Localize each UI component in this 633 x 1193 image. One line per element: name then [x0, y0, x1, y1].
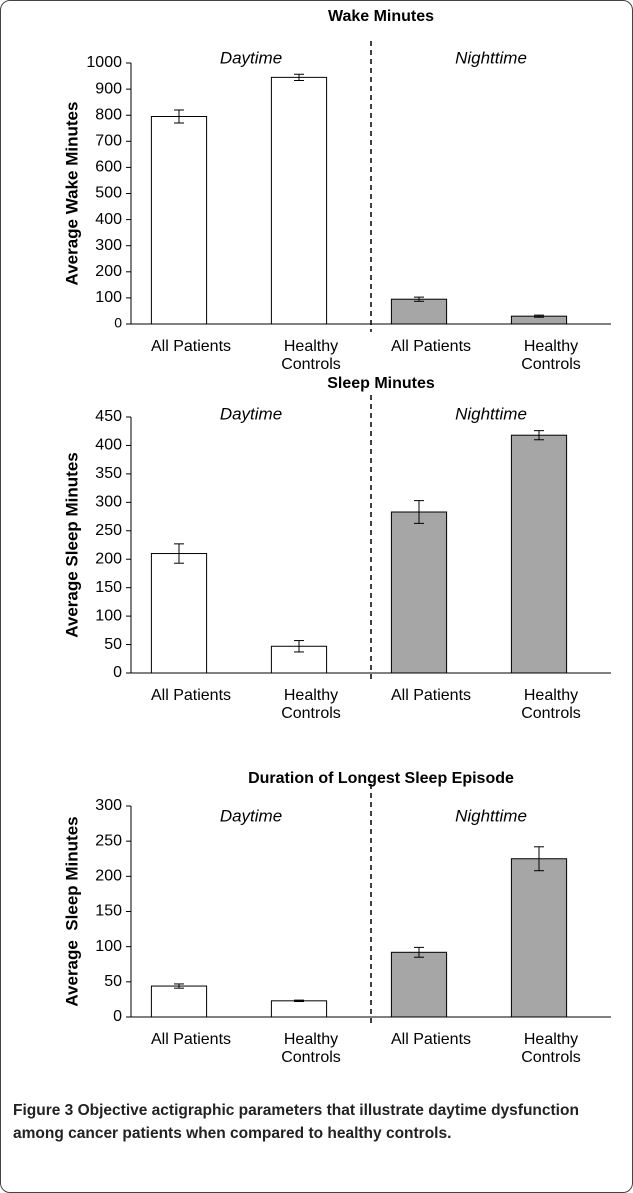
y-tick-label: 100 — [95, 289, 122, 306]
y-axis-label: Average Sleep Minutes — [62, 452, 81, 638]
x-tick-label: Healthy Controls — [281, 1031, 341, 1066]
error-bar — [174, 109, 184, 124]
bar — [390, 951, 448, 1018]
charts: Wake Minutes Average Wake Minutes 0 100 200 3… — [62, 8, 611, 1066]
y-tick-label: 0 — [114, 315, 122, 331]
x-tick-box: All Patients — [150, 1031, 232, 1048]
x-tick-label: Healthy Controls — [281, 338, 341, 373]
x-tick-box: All Patients — [390, 687, 472, 704]
y-tick-label: 600 — [95, 159, 122, 176]
y-tick-label: 50 — [104, 973, 122, 990]
group-label: Nighttime — [455, 48, 527, 67]
error-bar — [534, 430, 544, 441]
chart-title: Wake Minutes — [328, 8, 434, 25]
x-tick-box: Healthy Controls — [281, 338, 341, 373]
x-tick-label: Healthy Controls — [521, 687, 581, 722]
bar — [270, 76, 328, 325]
x-tick-label: All Patients — [150, 687, 232, 704]
bar — [390, 298, 448, 325]
y-tick-label: 400 — [95, 437, 122, 454]
error-bar — [294, 999, 304, 1003]
error-bar — [534, 314, 544, 318]
group-label: Daytime — [220, 48, 282, 67]
y-tick-label: 400 — [95, 211, 122, 228]
group-label: Nighttime — [455, 806, 527, 825]
y-tick-label: 200 — [95, 263, 122, 280]
caption: Figure 3 Objective actigraphic parameter… — [13, 1102, 579, 1142]
x-tick-box: Healthy Controls — [521, 687, 581, 722]
error-bar — [174, 543, 184, 564]
x-tick-box: Healthy Controls — [281, 1031, 341, 1066]
y-tick-label: 300 — [95, 797, 122, 814]
bar — [510, 858, 568, 1018]
y-tick-label: 100 — [95, 938, 122, 955]
error-bar — [534, 846, 544, 872]
y-tick-label: 100 — [95, 607, 122, 624]
bar — [150, 116, 208, 325]
y-tick-label: 200 — [95, 550, 122, 567]
group-label: Daytime — [220, 404, 282, 423]
x-tick-box: All Patients — [150, 338, 232, 355]
x-tick-box: Healthy Controls — [521, 1031, 581, 1066]
x-tick-label: Healthy Controls — [281, 687, 341, 722]
y-tick-label: 800 — [95, 106, 122, 123]
error-bar — [294, 73, 304, 81]
bar — [150, 553, 208, 674]
y-tick-label: 350 — [95, 465, 122, 482]
error-bar — [294, 640, 304, 653]
y-tick-label: 1000 — [86, 54, 122, 71]
group-label: Nighttime — [455, 404, 527, 423]
y-tick-label: 0 — [113, 664, 122, 681]
y-tick-label: 900 — [95, 80, 122, 97]
y-tick-label: 250 — [95, 522, 122, 539]
y-tick-label: 450 — [95, 408, 122, 425]
y-tick-label: 250 — [95, 832, 122, 849]
error-bar — [414, 296, 424, 302]
x-tick-box: All Patients — [390, 1031, 472, 1048]
chart-title: Duration of Longest Sleep Episode — [248, 770, 514, 787]
y-axis-label: Average Wake Minutes — [62, 102, 81, 286]
y-tick-label: 700 — [95, 133, 122, 150]
y-tick-label: 0 — [113, 1008, 122, 1025]
x-tick-label: All Patients — [390, 687, 472, 704]
x-tick-label: Healthy Controls — [521, 338, 581, 373]
bar — [270, 1000, 328, 1018]
x-tick-label: All Patients — [390, 338, 472, 355]
x-tick-box: All Patients — [150, 687, 232, 704]
x-tick-box: Healthy Controls — [281, 687, 341, 722]
group-label: Daytime — [220, 806, 282, 825]
y-tick-label: 200 — [95, 868, 122, 885]
bar — [390, 511, 448, 674]
error-bar — [414, 946, 424, 958]
y-tick-label: 150 — [95, 903, 122, 920]
x-tick-label: Healthy Controls — [521, 1031, 581, 1066]
x-tick-label: All Patients — [150, 1031, 232, 1048]
error-bar — [414, 500, 424, 524]
x-tick-label: All Patients — [150, 338, 232, 355]
bar — [150, 985, 208, 1018]
y-tick-label: 300 — [95, 494, 122, 511]
y-tick-label: 500 — [95, 185, 122, 202]
x-tick-box: Healthy Controls — [521, 338, 581, 373]
y-tick-label: 300 — [95, 237, 122, 254]
error-bar — [174, 983, 184, 989]
chart-title: Sleep Minutes — [327, 375, 435, 392]
y-tick-label: 150 — [95, 579, 122, 596]
y-axis-label: Average Sleep Minutes — [62, 816, 81, 1006]
y-tick-label: 50 — [104, 636, 122, 653]
bar — [510, 434, 568, 674]
x-tick-label: All Patients — [390, 1031, 472, 1048]
x-tick-box: All Patients — [390, 338, 472, 355]
